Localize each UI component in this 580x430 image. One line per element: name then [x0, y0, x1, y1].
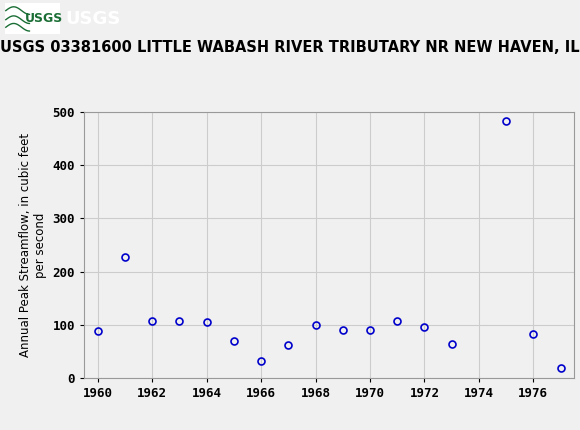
- FancyBboxPatch shape: [5, 3, 60, 34]
- Y-axis label: Annual Peak Streamflow, in cubic feet
per second: Annual Peak Streamflow, in cubic feet pe…: [19, 133, 47, 357]
- Text: USGS 03381600 LITTLE WABASH RIVER TRIBUTARY NR NEW HAVEN, IL: USGS 03381600 LITTLE WABASH RIVER TRIBUT…: [0, 40, 580, 55]
- Text: USGS: USGS: [25, 12, 63, 25]
- Text: USGS: USGS: [66, 10, 121, 28]
